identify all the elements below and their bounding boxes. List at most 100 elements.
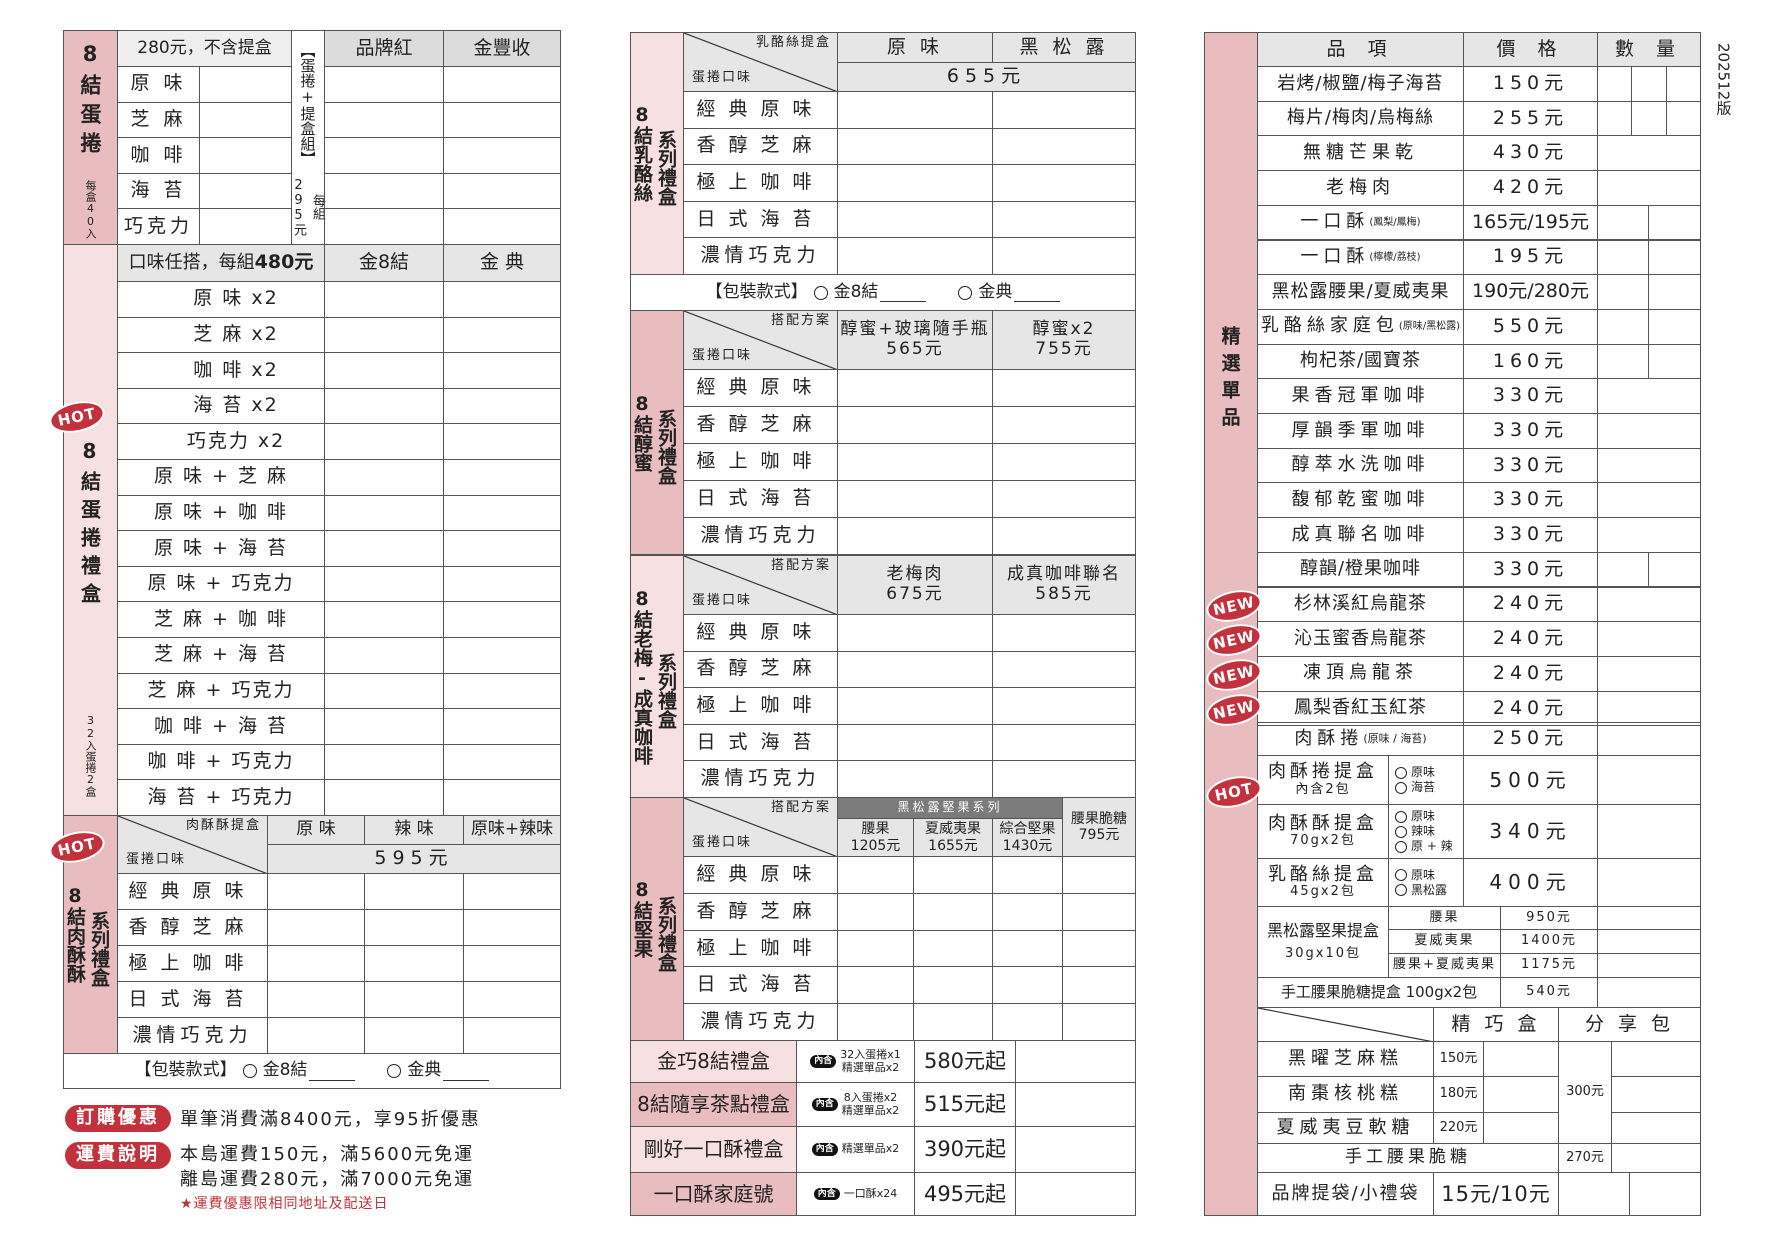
quantity-input[interactable] — [992, 650, 1136, 689]
quantity-input[interactable] — [992, 929, 1063, 968]
quantity-input[interactable] — [443, 172, 561, 210]
quantity-input[interactable] — [992, 687, 1136, 725]
quantity-input[interactable] — [443, 672, 561, 710]
quantity-input[interactable] — [1611, 1076, 1701, 1113]
quantity-input[interactable] — [1062, 892, 1136, 931]
quantity-input[interactable] — [837, 966, 914, 1005]
quantity-input[interactable] — [443, 494, 561, 532]
radio-circle-icon[interactable] — [387, 1064, 402, 1078]
quantity-input[interactable] — [324, 352, 444, 389]
quantity-input[interactable] — [1597, 804, 1701, 859]
quantity-input[interactable] — [992, 443, 1136, 481]
quantity-input[interactable] — [1597, 722, 1701, 756]
quantity-input[interactable] — [463, 1017, 561, 1054]
quantity-input[interactable] — [324, 66, 444, 103]
quantity-input[interactable] — [992, 856, 1063, 894]
quantity-input[interactable] — [364, 1017, 464, 1054]
quantity-input[interactable] — [1597, 906, 1701, 930]
quantity-input[interactable] — [1483, 1076, 1559, 1113]
quantity-input[interactable] — [1648, 343, 1701, 380]
quantity-input[interactable] — [1597, 239, 1649, 276]
quantity-input[interactable] — [837, 723, 993, 762]
quantity-input[interactable] — [837, 1003, 914, 1041]
quantity-input[interactable] — [324, 708, 444, 745]
quantity-input[interactable] — [1648, 239, 1701, 276]
quantity-input[interactable] — [463, 909, 561, 946]
quantity-input[interactable] — [992, 237, 1136, 275]
quantity-input[interactable] — [913, 892, 993, 931]
radio-circle-icon[interactable] — [1395, 781, 1407, 794]
quantity-input[interactable] — [324, 281, 444, 318]
quantity-input[interactable] — [992, 91, 1136, 129]
radio-circle-icon[interactable] — [1395, 810, 1407, 823]
quantity-input[interactable] — [1597, 274, 1649, 310]
quantity-input[interactable] — [1648, 274, 1701, 310]
quantity-input[interactable] — [199, 208, 292, 245]
packaging-quantity-blank[interactable] — [443, 1062, 490, 1081]
quantity-input[interactable] — [1558, 1172, 1630, 1216]
quantity-input[interactable] — [837, 443, 993, 481]
quantity-input[interactable] — [324, 743, 444, 781]
quantity-input[interactable] — [1597, 66, 1632, 102]
quantity-input[interactable] — [364, 873, 464, 910]
quantity-input[interactable] — [1597, 977, 1701, 1008]
quantity-input[interactable] — [1597, 100, 1632, 137]
quantity-input[interactable] — [199, 101, 292, 139]
radio-circle-icon[interactable] — [1395, 766, 1407, 779]
quantity-input[interactable] — [199, 137, 292, 174]
quantity-input[interactable] — [324, 208, 444, 245]
radio-circle-icon[interactable] — [958, 285, 973, 300]
quantity-input[interactable] — [992, 723, 1136, 762]
quantity-input[interactable] — [992, 369, 1136, 407]
radio-circle-icon[interactable] — [242, 1064, 257, 1078]
quantity-input[interactable] — [324, 459, 444, 496]
quantity-input[interactable] — [913, 929, 993, 968]
quantity-input[interactable] — [364, 909, 464, 946]
quantity-input[interactable] — [364, 945, 464, 982]
quantity-input[interactable] — [1062, 966, 1136, 1005]
quantity-input[interactable] — [1629, 1172, 1701, 1216]
quantity-input[interactable] — [837, 517, 993, 555]
quantity-input[interactable] — [992, 517, 1136, 555]
quantity-input[interactable] — [324, 494, 444, 532]
quantity-input[interactable] — [267, 981, 365, 1018]
quantity-input[interactable] — [443, 459, 561, 496]
quantity-input[interactable] — [443, 565, 561, 603]
quantity-input[interactable] — [837, 687, 993, 725]
quantity-input[interactable] — [992, 614, 1136, 652]
quantity-input[interactable] — [267, 873, 365, 910]
quantity-input[interactable] — [1597, 413, 1701, 449]
quantity-input[interactable] — [992, 966, 1063, 1005]
quantity-input[interactable] — [443, 66, 561, 103]
quantity-input[interactable] — [443, 281, 561, 318]
option-radio[interactable]: 黑松露 — [1395, 883, 1447, 898]
quantity-input[interactable] — [324, 779, 444, 816]
quantity-input[interactable] — [443, 637, 561, 674]
option-radio[interactable]: 原味 — [1395, 765, 1435, 780]
quantity-input[interactable] — [913, 856, 993, 894]
quantity-input[interactable] — [1611, 1112, 1701, 1144]
quantity-input[interactable] — [1015, 1082, 1136, 1127]
quantity-input[interactable] — [1666, 66, 1701, 102]
quantity-input[interactable] — [837, 164, 993, 202]
quantity-input[interactable] — [324, 637, 444, 674]
quantity-input[interactable] — [1597, 308, 1649, 345]
quantity-input[interactable] — [443, 423, 561, 460]
quantity-input[interactable] — [1015, 1172, 1136, 1216]
quantity-input[interactable] — [199, 66, 292, 103]
quantity-input[interactable] — [443, 316, 561, 354]
quantity-input[interactable] — [992, 406, 1136, 444]
quantity-input[interactable] — [324, 316, 444, 354]
quantity-input[interactable] — [267, 1017, 365, 1054]
quantity-input[interactable] — [1597, 517, 1701, 553]
quantity-input[interactable] — [837, 760, 993, 798]
quantity-input[interactable] — [1611, 1041, 1701, 1077]
quantity-input[interactable] — [837, 614, 993, 652]
quantity-input[interactable] — [1597, 929, 1701, 954]
quantity-input[interactable] — [324, 423, 444, 460]
quantity-input[interactable] — [837, 406, 993, 444]
option-radio[interactable]: 原 + 辣 — [1395, 839, 1453, 854]
quantity-input[interactable] — [1597, 586, 1701, 623]
quantity-input[interactable] — [324, 530, 444, 567]
quantity-input[interactable] — [1597, 170, 1701, 206]
